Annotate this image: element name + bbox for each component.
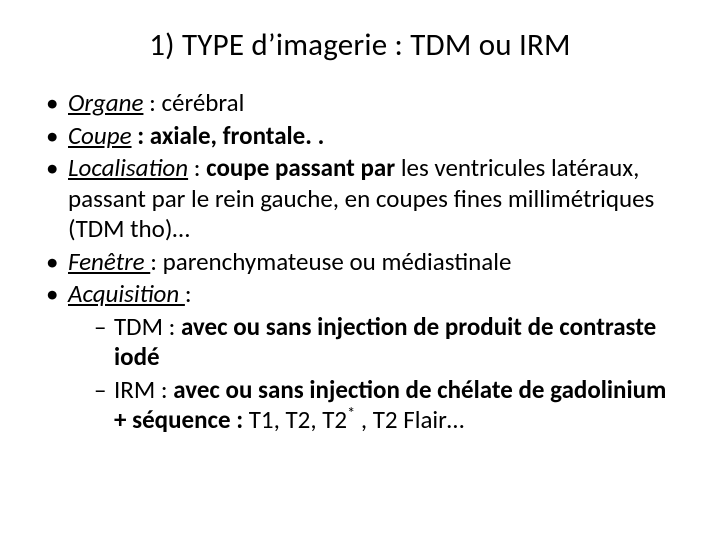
sub-tail2: , T2 Flair…: [355, 404, 464, 435]
item-sep: :: [185, 278, 192, 309]
sub-prefix: IRM :: [114, 374, 173, 405]
sub-list-item: TDM : avec ou sans injection de produit …: [94, 312, 680, 373]
item-label: Coupe: [68, 120, 132, 151]
item-sep: :: [150, 246, 162, 277]
item-label: Acquisition: [68, 278, 185, 309]
item-value: cérébral: [161, 87, 244, 118]
sub-tail: T1, T2, T2: [249, 404, 347, 435]
list-item: Coupe : axiale, frontale. .: [40, 121, 680, 152]
list-item: Fenêtre : parenchymateuse ou médiastinal…: [40, 247, 680, 278]
item-sep: :: [143, 87, 161, 118]
sub-bold: avec ou sans injection de produit de con…: [114, 311, 656, 373]
slide: 1) TYPE d’imagerie : TDM ou IRM Organe :…: [0, 0, 720, 540]
sub-sup: *: [347, 405, 355, 424]
list-item: Organe : cérébral: [40, 88, 680, 119]
sub-list-item: IRM : avec ou sans injection de chélate …: [94, 375, 680, 436]
item-value: parenchymateuse ou médiastinale: [163, 246, 512, 277]
item-sep: :: [188, 152, 206, 183]
item-label: Organe: [68, 87, 143, 118]
sub-list: TDM : avec ou sans injection de produit …: [68, 312, 680, 436]
slide-title: 1) TYPE d’imagerie : TDM ou IRM: [30, 26, 690, 64]
item-value-prefix: coupe passant par: [206, 152, 401, 183]
sub-prefix: TDM :: [114, 311, 181, 342]
item-label: Localisation: [68, 152, 188, 183]
list-item: Localisation : coupe passant par les ven…: [40, 153, 680, 245]
list-item: Acquisition : TDM : avec ou sans injecti…: [40, 279, 680, 436]
bullet-list: Organe : cérébral Coupe : axiale, fronta…: [30, 88, 690, 436]
item-label: Fenêtre: [68, 246, 150, 277]
item-value: axiale, frontale. .: [150, 120, 325, 151]
item-sep: :: [132, 120, 150, 151]
